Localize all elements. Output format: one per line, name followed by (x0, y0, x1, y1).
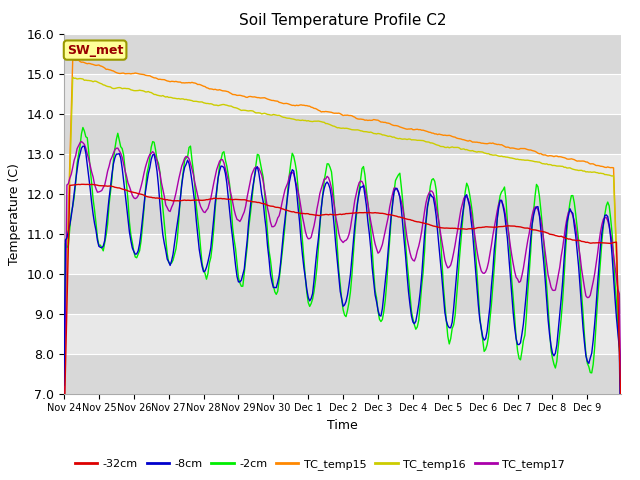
Bar (64, 354, 621, 394)
Bar (64, 313, 621, 354)
Y-axis label: Temperature (C): Temperature (C) (8, 163, 21, 264)
Bar (64, 234, 621, 274)
Bar (64, 34, 621, 73)
Bar (64, 73, 621, 114)
Legend: -32cm, -8cm, -2cm, TC_temp15, TC_temp16, TC_temp17: -32cm, -8cm, -2cm, TC_temp15, TC_temp16,… (70, 455, 570, 474)
Bar (64, 193, 621, 234)
Bar (64, 154, 621, 193)
Text: SW_met: SW_met (67, 44, 124, 57)
Bar (64, 274, 621, 313)
Bar (64, 114, 621, 154)
X-axis label: Time: Time (327, 419, 358, 432)
Title: Soil Temperature Profile C2: Soil Temperature Profile C2 (239, 13, 446, 28)
